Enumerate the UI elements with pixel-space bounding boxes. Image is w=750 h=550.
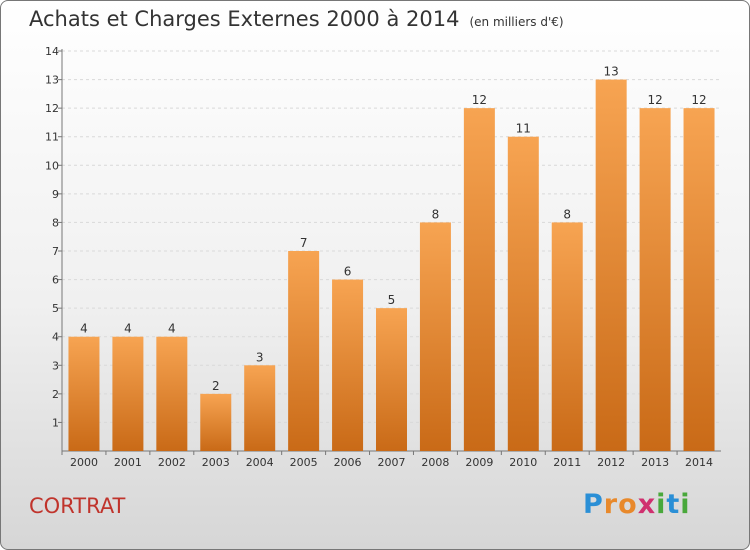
proxiti-logo: Proxiti (583, 489, 691, 520)
y-tick-label: 7 (52, 245, 59, 258)
bar-value-label: 13 (604, 65, 619, 79)
y-tick-label: 3 (52, 359, 59, 372)
y-tick-label: 6 (52, 274, 59, 287)
logo-letter: t (666, 489, 681, 520)
x-tick-label: 2012 (597, 456, 625, 469)
logo-letter: i (656, 489, 667, 520)
y-tick-label: 12 (45, 102, 59, 115)
y-tick-label: 11 (45, 131, 59, 144)
bar-value-label: 8 (563, 207, 571, 221)
chart-title: Achats et Charges Externes 2000 à 2014 (e… (29, 7, 564, 31)
y-tick-label: 2 (52, 388, 59, 401)
logo-letter: x (637, 489, 657, 520)
x-tick-label: 2006 (334, 456, 362, 469)
x-tick-label: 2008 (421, 456, 449, 469)
bar (419, 222, 451, 451)
bar (332, 279, 364, 451)
bar-value-label: 4 (80, 322, 88, 336)
x-tick-label: 2003 (202, 456, 230, 469)
y-tick-label: 9 (52, 188, 59, 201)
bar (551, 222, 583, 451)
bar (376, 308, 407, 451)
x-tick-label: 2013 (641, 456, 669, 469)
bar-value-label: 3 (256, 350, 264, 364)
x-tick-label: 2004 (246, 456, 274, 469)
y-tick-label: 14 (45, 45, 59, 58)
x-tick-label: 2005 (290, 456, 318, 469)
bar (463, 108, 495, 452)
bar-value-label: 5 (388, 293, 396, 307)
y-tick-label: 5 (52, 302, 59, 315)
bar (156, 336, 188, 451)
bar-value-label: 4 (124, 322, 132, 336)
x-tick-label: 2011 (553, 456, 581, 469)
bar-value-label: 7 (300, 236, 308, 250)
unit-label: (en milliers d'€) (469, 15, 564, 29)
bar (683, 108, 715, 452)
y-tick-label: 8 (52, 216, 59, 229)
y-tick-label: 4 (52, 331, 59, 344)
bar-value-label: 12 (647, 93, 662, 107)
bar (200, 393, 232, 451)
bar-value-label: 12 (472, 93, 487, 107)
bar (639, 108, 671, 452)
bar-value-label: 2 (212, 379, 220, 393)
x-tick-label: 2007 (378, 456, 406, 469)
bar-value-label: 4 (168, 322, 176, 336)
x-tick-label: 2009 (465, 456, 493, 469)
logo-letter: i (680, 489, 691, 520)
bar (507, 136, 539, 451)
bar-value-label: 6 (344, 265, 352, 279)
x-tick-label: 2000 (70, 456, 98, 469)
x-tick-label: 2014 (685, 456, 713, 469)
x-tick-label: 2010 (509, 456, 537, 469)
logo-letter: r (603, 489, 619, 520)
x-tick-label: 2002 (158, 456, 186, 469)
y-tick-label: 13 (45, 74, 59, 87)
bar-value-label: 12 (691, 93, 706, 107)
y-tick-label: 1 (52, 416, 59, 429)
logo-letter: P (583, 489, 604, 520)
bar (288, 251, 320, 451)
bar-value-label: 8 (432, 207, 440, 221)
bar (112, 336, 144, 451)
logo-letter: o (618, 489, 638, 520)
bar-value-label: 11 (516, 122, 531, 136)
x-tick-label: 2001 (114, 456, 142, 469)
commune-name: CORTRAT (29, 494, 126, 518)
bar (244, 365, 276, 451)
bar (68, 336, 100, 451)
bar (595, 79, 627, 452)
y-tick-label: 10 (45, 159, 59, 172)
